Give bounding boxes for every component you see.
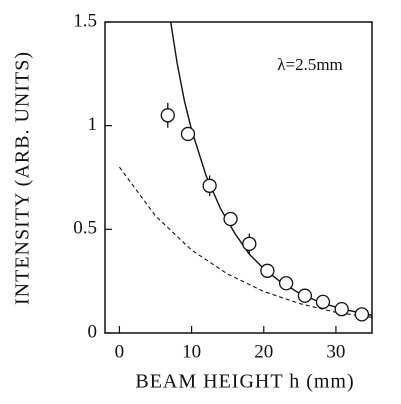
- y-tick-label: 0: [88, 321, 98, 342]
- data-point: [278, 276, 294, 291]
- data-point: [242, 236, 257, 251]
- y-tick-label: 0.5: [73, 218, 97, 239]
- annotation: λ=2.5mm: [277, 55, 343, 74]
- x-axis-label: BEAM HEIGHT h (mm): [135, 371, 354, 393]
- data-point: [202, 178, 217, 193]
- data-point: [297, 288, 313, 303]
- x-tick-label: 20: [254, 341, 273, 362]
- y-axis-label: INTENSITY (ARB. UNITS): [12, 51, 34, 305]
- data-point: [354, 307, 370, 322]
- plot-frame: [104, 21, 373, 334]
- data-point: [315, 294, 331, 310]
- x-tick-label: 10: [182, 341, 201, 362]
- y-tick-label: 1.5: [73, 10, 97, 31]
- data-point: [260, 263, 275, 278]
- data-point: [334, 302, 349, 317]
- x-tick-label: 0: [115, 341, 125, 362]
- data-point: [223, 211, 238, 227]
- data-point: [180, 126, 196, 142]
- y-tick-label: 1: [88, 114, 98, 135]
- fit-curve: [118, 166, 372, 318]
- data-point: [160, 108, 175, 123]
- x-tick-label: 30: [326, 341, 345, 362]
